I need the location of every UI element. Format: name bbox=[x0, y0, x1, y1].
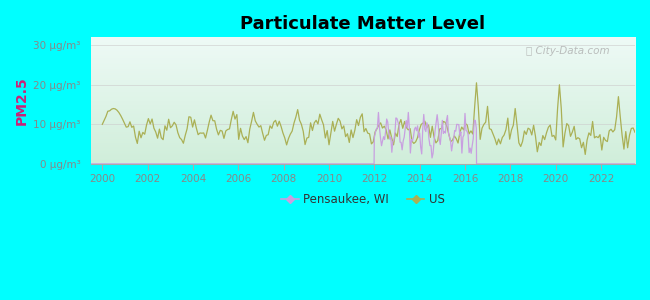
Title: Particulate Matter Level: Particulate Matter Level bbox=[240, 15, 486, 33]
Legend: Pensaukee, WI, US: Pensaukee, WI, US bbox=[276, 189, 450, 211]
Text: ⦾ City-Data.com: ⦾ City-Data.com bbox=[526, 46, 610, 56]
Y-axis label: PM2.5: PM2.5 bbox=[15, 76, 29, 125]
